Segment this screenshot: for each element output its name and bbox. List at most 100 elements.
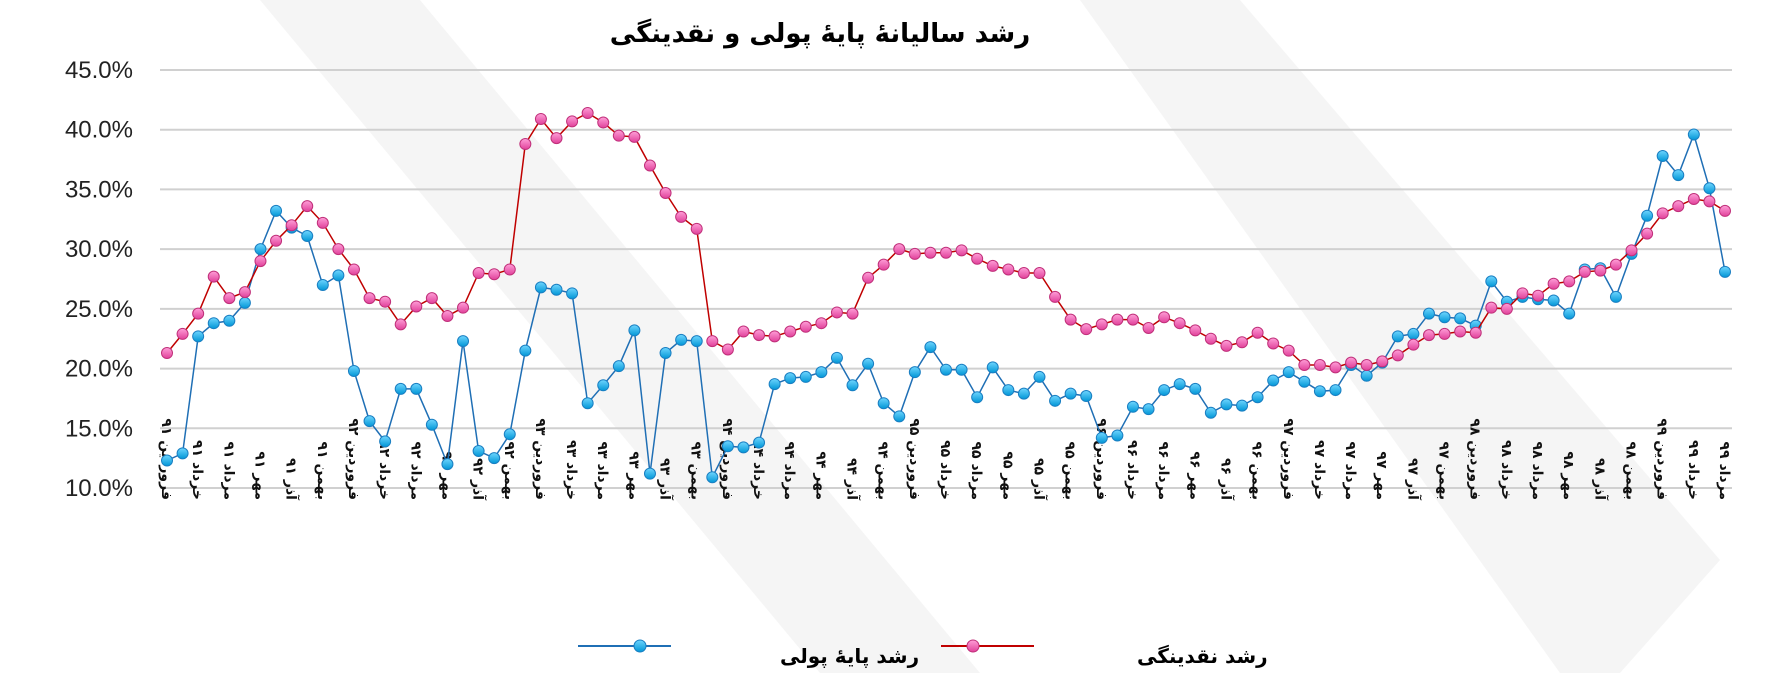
data-point: [1360, 358, 1373, 371]
data-point: [1594, 264, 1607, 277]
data-point: [753, 329, 766, 342]
x-tick-label: فروردین ۹۹: [1654, 418, 1670, 500]
data-point: [612, 360, 625, 373]
data-point: [176, 327, 189, 340]
data-point: [1267, 337, 1280, 350]
data-point: [597, 116, 610, 129]
data-point: [690, 335, 703, 348]
x-tick-label: مرداد ۹۷: [1342, 441, 1358, 500]
y-tick-label: 20.0%: [65, 356, 133, 383]
data-point: [1641, 209, 1654, 222]
x-tick-label: مرداد ۹۴: [781, 441, 797, 500]
data-point: [1641, 227, 1654, 240]
x-tick-label: خرداد ۹۲: [376, 440, 392, 500]
data-point: [1064, 313, 1077, 326]
data-point: [675, 333, 688, 346]
data-point: [893, 243, 906, 256]
data-point: [1236, 336, 1249, 349]
x-tick-label: فروردین ۹۶: [1093, 418, 1109, 500]
data-point: [1220, 339, 1233, 352]
data-point: [1095, 318, 1108, 331]
data-point: [737, 441, 750, 454]
data-point: [1407, 338, 1420, 351]
data-point: [550, 132, 563, 145]
data-point: [254, 243, 267, 256]
data-point: [1563, 307, 1576, 320]
data-point: [1391, 349, 1404, 362]
x-tick-label: مرداد ۹۳: [594, 441, 610, 500]
x-tick-label: مهر ۹۶: [1186, 451, 1202, 500]
data-point: [379, 435, 392, 448]
data-point: [1251, 326, 1264, 339]
x-tick-label: مرداد ۹۶: [1155, 441, 1171, 500]
x-tick-label: فروردین ۹۷: [1280, 418, 1296, 500]
x-tick-label: فروردین ۹۲: [345, 418, 361, 500]
data-point: [1719, 265, 1731, 278]
data-point: [1469, 326, 1482, 339]
data-point: [815, 317, 828, 330]
data-point: [1407, 327, 1420, 340]
data-point: [1282, 344, 1295, 357]
data-point: [270, 204, 283, 217]
x-tick-label: بهمن ۹۲: [501, 442, 517, 500]
data-point: [1017, 387, 1030, 400]
x-tick-label: بهمن ۹۸: [1623, 442, 1639, 500]
data-point: [1298, 358, 1311, 371]
data-point: [316, 278, 329, 291]
data-point: [1438, 327, 1451, 340]
y-axis-ticks: 10.0% 15.0% 20.0% 25.0% 30.0% 35.0% 40.0% 45.0%: [65, 57, 133, 502]
data-point: [1578, 265, 1591, 278]
data-point: [1454, 325, 1467, 338]
data-point: [1532, 289, 1545, 302]
data-point: [721, 343, 734, 356]
data-point: [1345, 356, 1358, 369]
data-point: [597, 379, 610, 392]
x-tick-label: فروردین ۹۵: [906, 418, 922, 500]
data-point: [1267, 374, 1280, 387]
x-tick-label: خرداد ۹۳: [563, 440, 579, 500]
data-point: [877, 258, 890, 271]
data-point: [1547, 294, 1560, 307]
data-point: [363, 415, 376, 428]
data-point: [1142, 403, 1155, 416]
data-point: [612, 129, 625, 142]
data-point: [207, 317, 220, 330]
data-point: [363, 292, 376, 305]
data-point: [301, 230, 314, 243]
data-point: [1547, 277, 1560, 290]
x-tick-label: بهمن ۹۴: [875, 442, 891, 500]
x-tick-label: آذر ۹۳: [657, 458, 675, 501]
data-point: [643, 467, 656, 480]
data-point: [1391, 330, 1404, 343]
chart-title: رشد سالیانهٔ پایهٔ پولی و نقدینگی: [610, 18, 1030, 49]
data-point: [955, 363, 968, 376]
data-point: [301, 200, 314, 213]
x-tick-label: مرداد ۹۹: [1716, 441, 1732, 500]
data-point: [986, 361, 999, 374]
data-point: [1656, 207, 1669, 220]
data-point: [1158, 384, 1171, 397]
data-point: [1017, 267, 1030, 280]
data-point: [1189, 382, 1202, 395]
data-point: [1485, 301, 1498, 314]
data-point: [1376, 355, 1389, 368]
series-liquidity: [161, 106, 1731, 374]
data-point: [238, 296, 251, 309]
data-point: [566, 115, 579, 128]
series-layer: [161, 106, 1731, 484]
data-point: [488, 268, 501, 281]
data-point: [628, 324, 641, 337]
x-tick-label: آذر ۹۵: [1030, 458, 1048, 501]
data-point: [1313, 385, 1326, 398]
data-point: [379, 295, 392, 308]
data-point: [472, 444, 485, 457]
x-tick-label: آذر ۹۸: [1591, 458, 1609, 501]
data-point: [1329, 361, 1342, 374]
data-point: [924, 246, 937, 259]
x-tick-label: فروردین ۹۸: [1467, 418, 1483, 500]
data-point: [1298, 375, 1311, 388]
data-point: [316, 216, 329, 229]
data-point: [955, 244, 968, 257]
y-tick-label: 30.0%: [65, 236, 133, 263]
